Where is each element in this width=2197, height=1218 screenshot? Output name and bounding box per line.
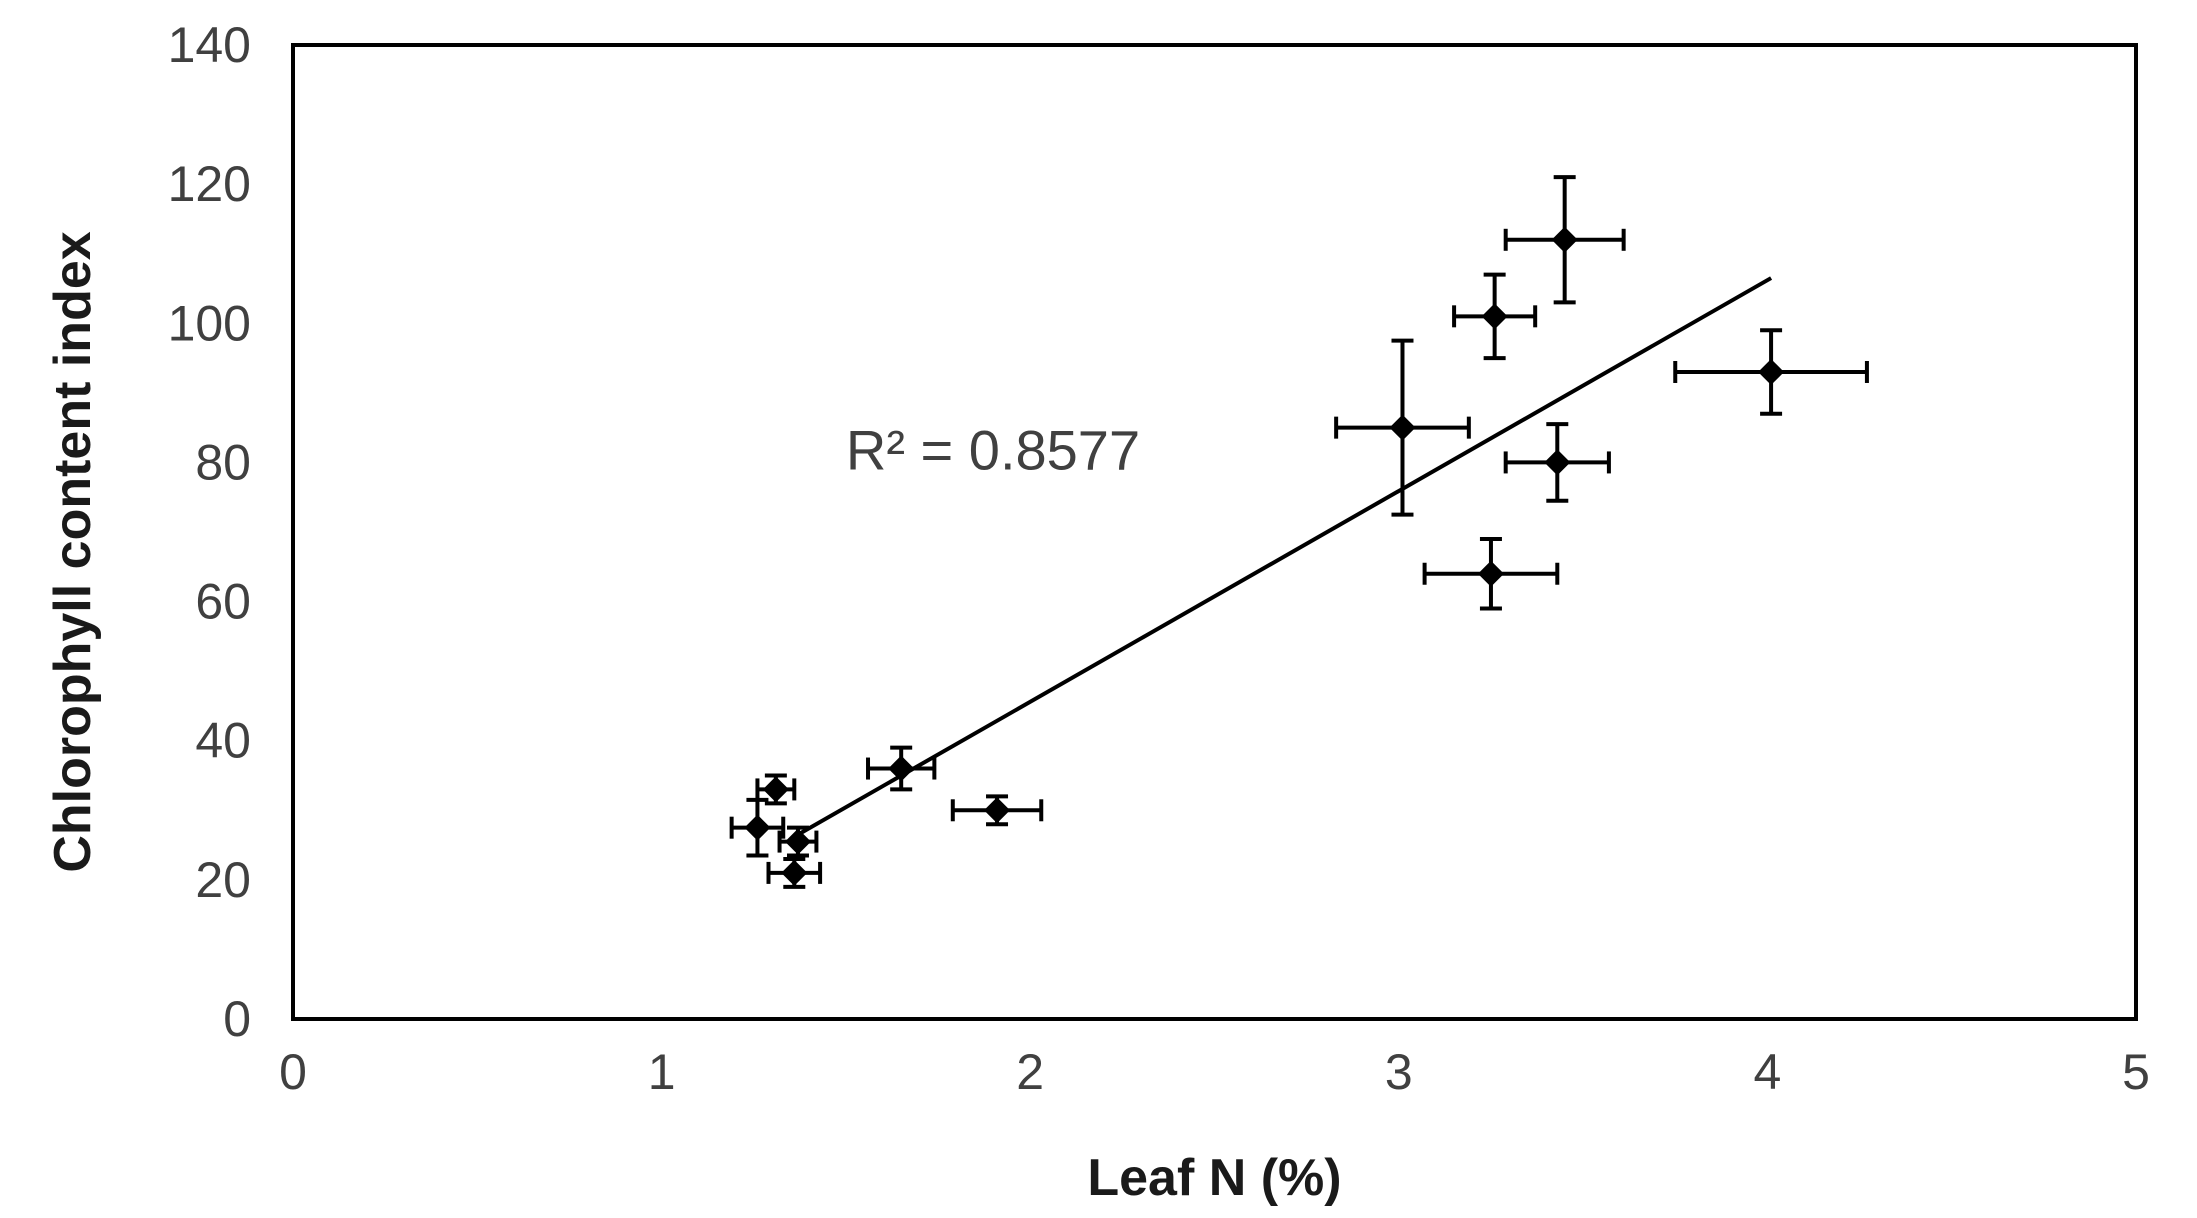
data-point: [888, 755, 915, 782]
x-tick-label: 2: [1016, 1044, 1044, 1100]
x-tick-label: 1: [648, 1044, 676, 1100]
x-tick-label: 3: [1385, 1044, 1413, 1100]
data-point: [784, 828, 811, 855]
data-point: [1544, 449, 1571, 476]
data-point: [1389, 414, 1416, 441]
x-axis-title: Leaf N (%): [1087, 1149, 1341, 1207]
data-point: [1481, 303, 1508, 330]
data-point: [744, 814, 771, 841]
data-point: [1758, 358, 1785, 385]
y-axis-title: Chlorophyll content index: [44, 231, 102, 872]
r-squared-annotation: R² = 0.8577: [846, 418, 1140, 481]
plot-area-frame: [291, 43, 2138, 1021]
y-tick-label: 0: [223, 991, 251, 1047]
x-tick-label: 4: [1753, 1044, 1781, 1100]
y-tick-label: 100: [168, 295, 251, 351]
y-tick-label: 60: [195, 574, 251, 630]
trendline: [796, 276, 1773, 837]
y-tick-label: 140: [168, 17, 251, 73]
x-tick-label: 5: [2122, 1044, 2150, 1100]
y-tick-label: 40: [195, 713, 251, 769]
data-point: [1477, 560, 1504, 587]
y-tick-label: 20: [195, 852, 251, 908]
y-tick-label: 120: [168, 156, 251, 212]
data-point: [984, 797, 1011, 824]
data-point: [1551, 226, 1578, 253]
data-point: [781, 859, 808, 886]
y-tick-label: 80: [195, 434, 251, 490]
data-point: [762, 776, 789, 803]
x-tick-label: 0: [279, 1044, 307, 1100]
